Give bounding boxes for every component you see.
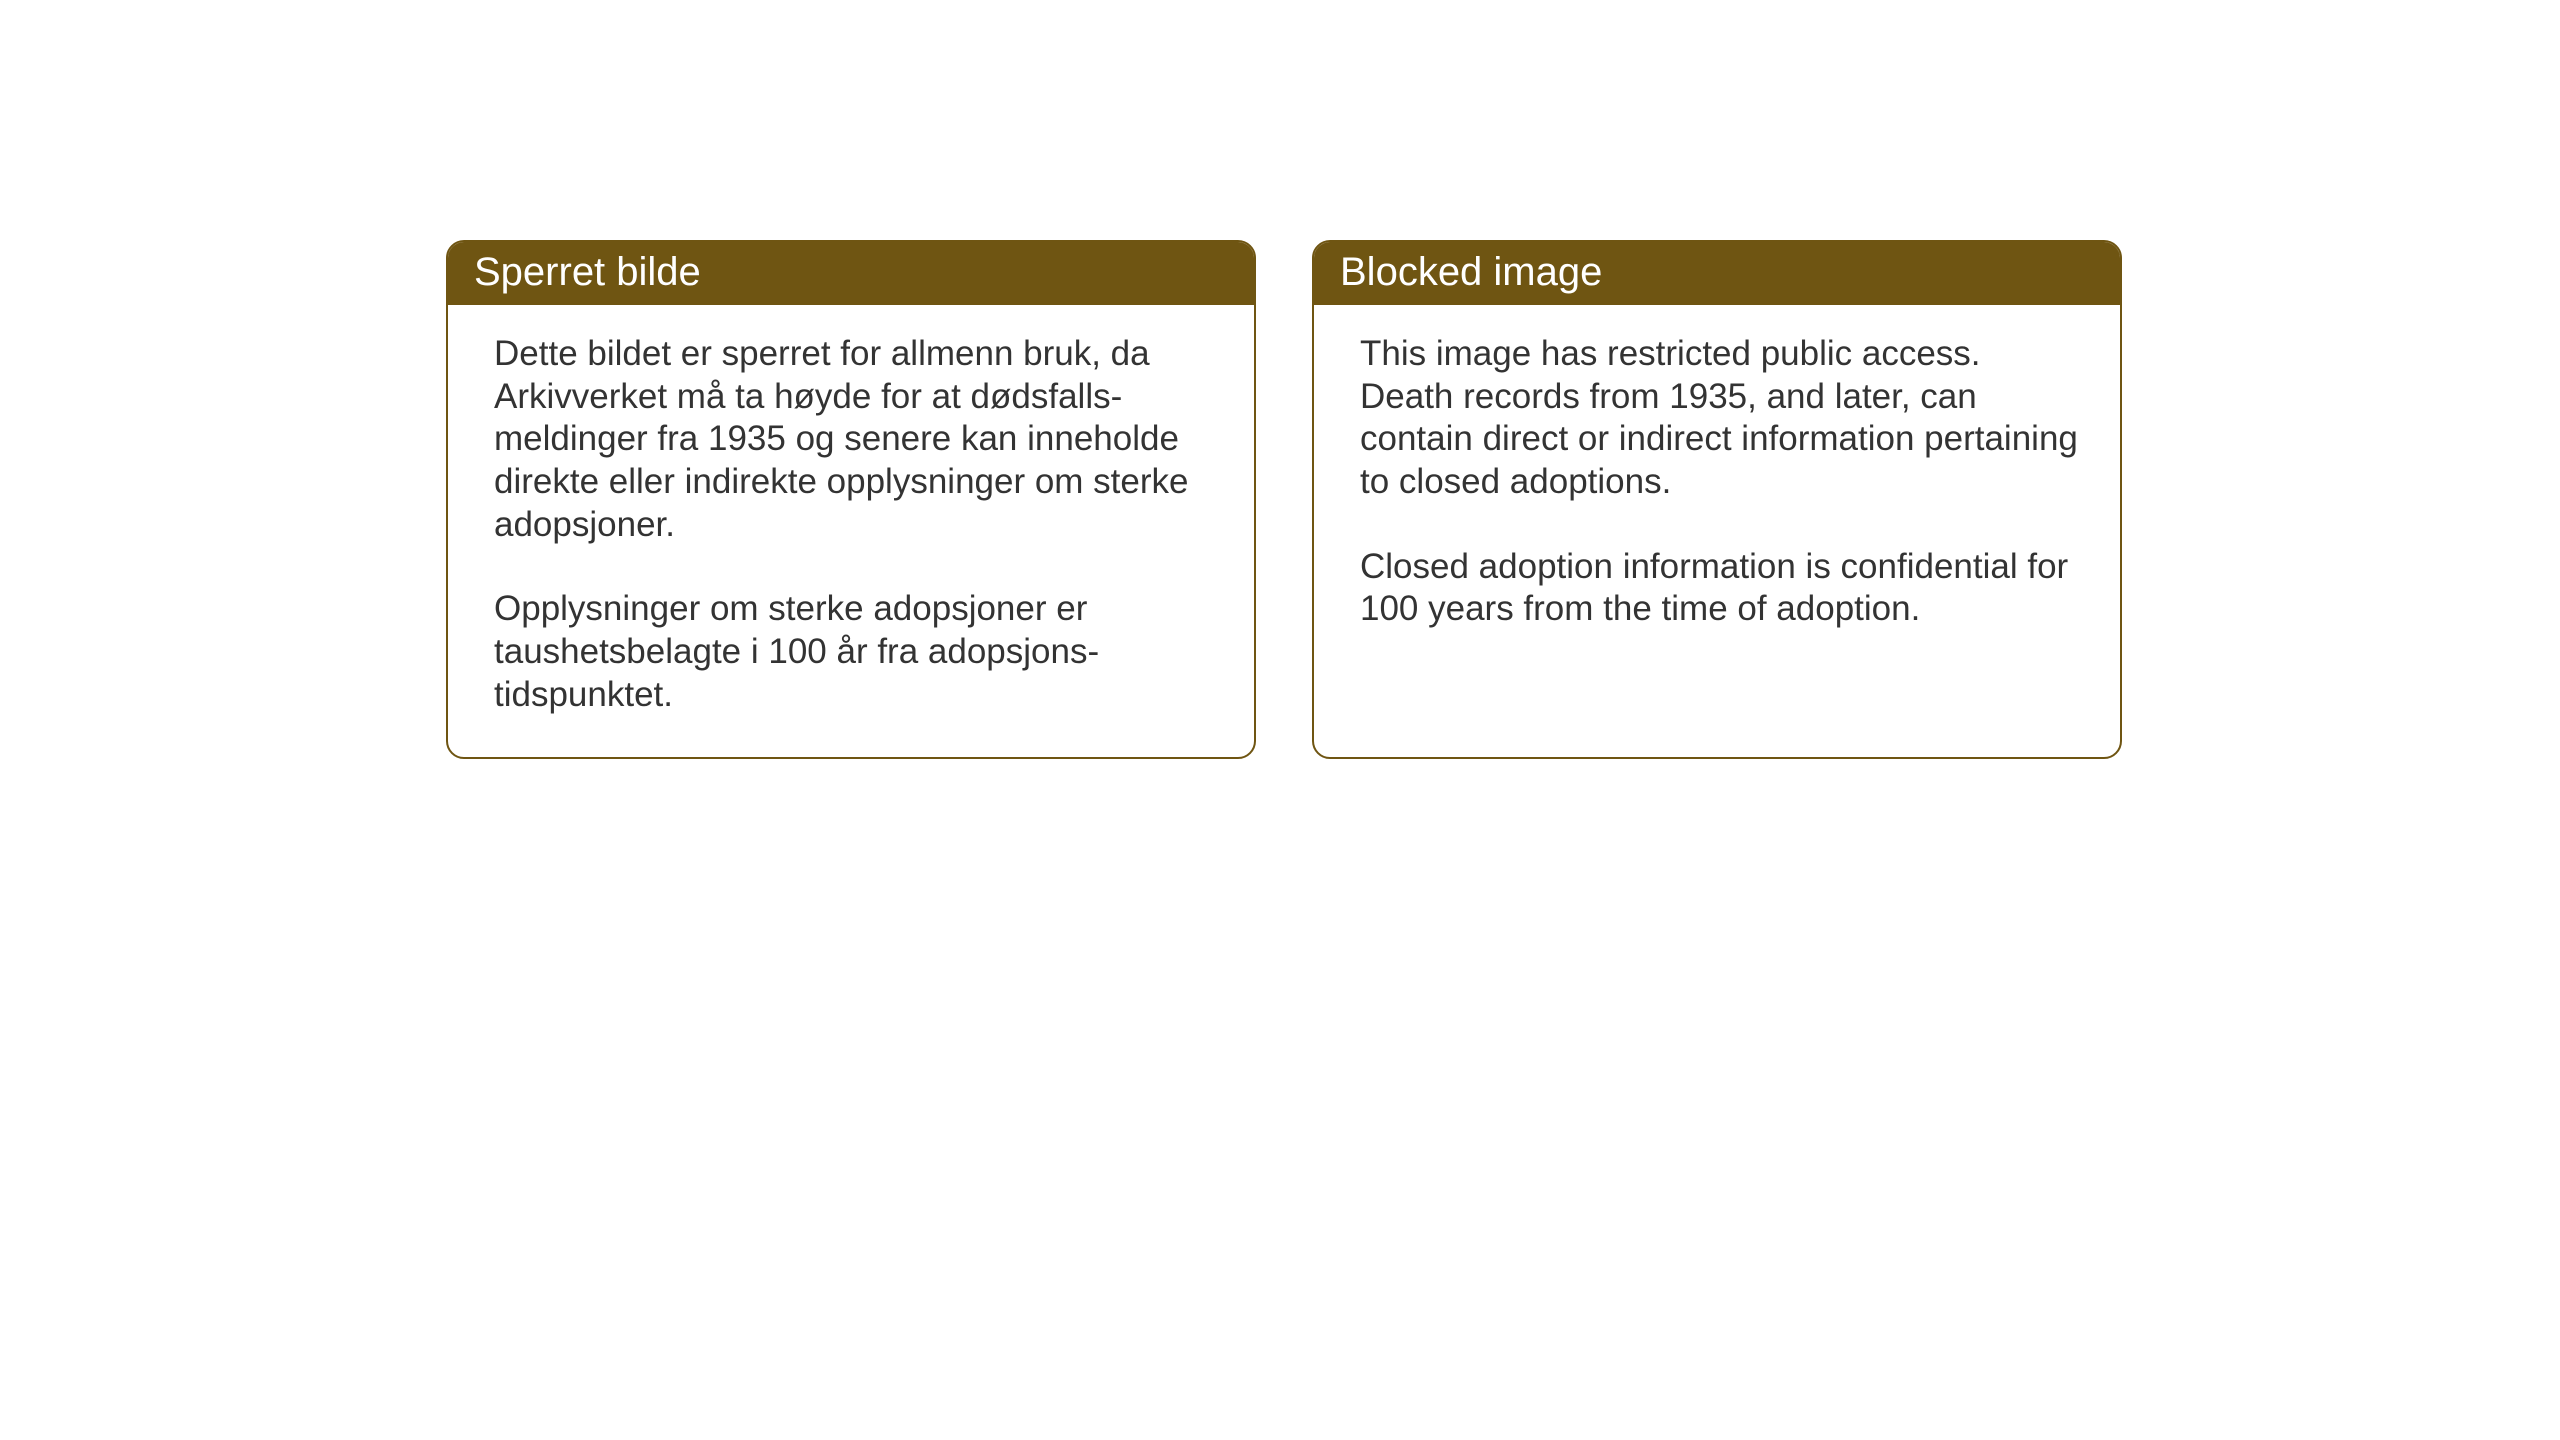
notice-container: Sperret bilde Dette bildet er sperret fo… [446, 240, 2122, 759]
paragraph-english-1: This image has restricted public access.… [1360, 333, 2078, 504]
paragraph-norwegian-2: Opplysninger om sterke adopsjoner er tau… [494, 588, 1212, 716]
card-body-norwegian: Dette bildet er sperret for allmenn bruk… [448, 305, 1254, 757]
notice-card-norwegian: Sperret bilde Dette bildet er sperret fo… [446, 240, 1256, 759]
card-header-english: Blocked image [1314, 242, 2120, 305]
card-body-english: This image has restricted public access.… [1314, 305, 2120, 711]
card-title-norwegian: Sperret bilde [474, 250, 701, 294]
paragraph-english-2: Closed adoption information is confident… [1360, 546, 2078, 631]
notice-card-english: Blocked image This image has restricted … [1312, 240, 2122, 759]
card-header-norwegian: Sperret bilde [448, 242, 1254, 305]
card-title-english: Blocked image [1340, 250, 1602, 294]
paragraph-norwegian-1: Dette bildet er sperret for allmenn bruk… [494, 333, 1212, 546]
